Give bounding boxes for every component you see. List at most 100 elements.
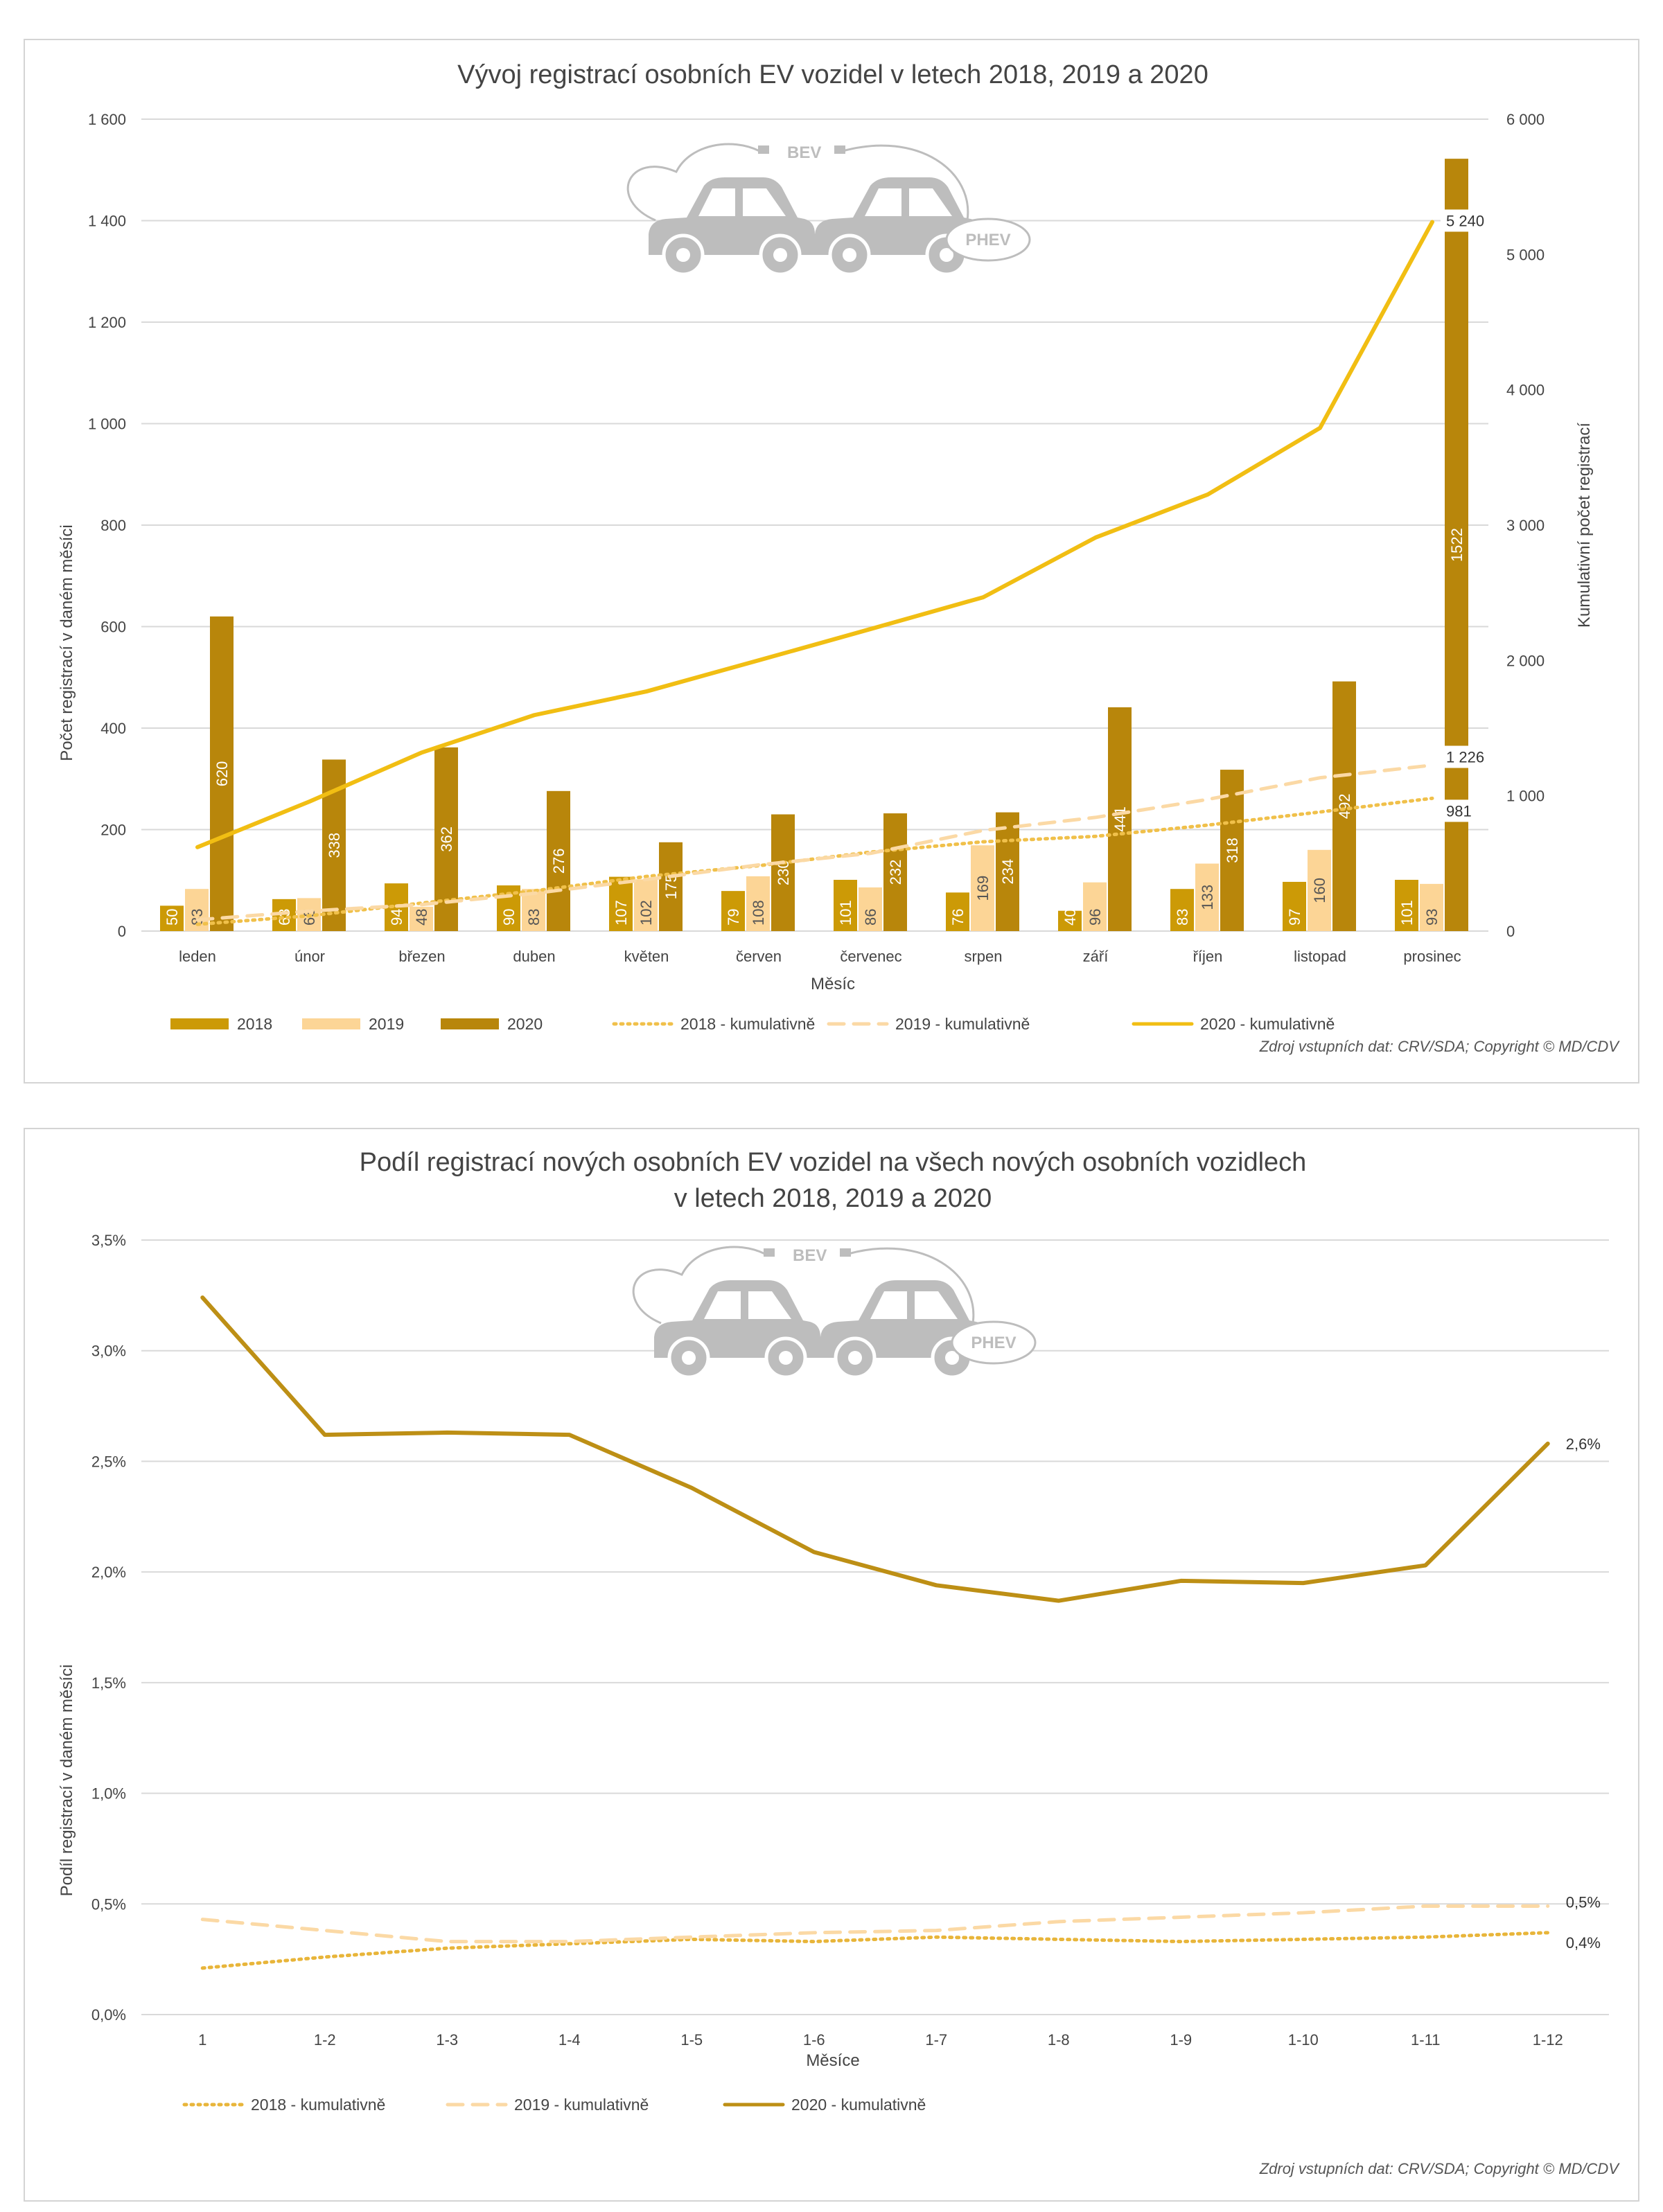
car-icon <box>654 1280 820 1379</box>
legend-item-2018 - kumulativně: 2018 - kumulativně <box>612 1015 815 1033</box>
bar-data-label: 93 <box>1423 909 1441 926</box>
cable-left <box>626 143 760 222</box>
source-note: Zdroj vstupních dat: CRV/SDA; Copyright … <box>1259 1038 1621 1055</box>
line-2018 - kumulativně <box>200 1931 1550 1970</box>
y2-tick-label: 4 000 <box>1506 382 1545 399</box>
bar-data-label: 50 <box>164 909 181 926</box>
y2-tick-label: 3 000 <box>1506 517 1545 534</box>
registrations-chart: Vývoj registrací osobních EV vozidel v l… <box>58 60 1621 1055</box>
bar-data-label: 276 <box>550 849 567 874</box>
bar-data-label: 362 <box>438 826 455 852</box>
end-label-text: 5 240 <box>1446 212 1484 229</box>
legend-item-2020 - kumulativně: 2020 - kumulativně <box>1132 1015 1335 1033</box>
plug-icon <box>758 145 769 154</box>
car-icon <box>815 177 981 276</box>
y-axis-label: Podíl registrací v daném měsíci <box>58 1665 76 1897</box>
y-tick-label: 0,0% <box>91 2006 126 2024</box>
legend-item-2019: 2019 <box>302 1015 404 1033</box>
bar-data-label: 108 <box>750 900 767 926</box>
phev-cloud <box>945 218 1031 262</box>
y-tick-label: 800 <box>100 517 126 534</box>
end-label-2019 - kumulativně: 1 226 <box>1441 745 1495 768</box>
y-tick-label: 1 200 <box>88 314 126 331</box>
x-tick-label: srpen <box>964 948 1002 965</box>
x-tick-label: listopad <box>1294 948 1346 965</box>
bar-data-label: 133 <box>1199 885 1216 910</box>
line-2020 - kumulativně <box>195 220 1434 849</box>
bar-2019-duben <box>522 889 545 931</box>
bar-data-label: 86 <box>862 909 879 926</box>
bar-data-label: 107 <box>613 900 630 926</box>
x-tick-label: 1 <box>198 2031 206 2049</box>
y2-axis-label: Kumulativní počet registrací <box>1575 423 1594 628</box>
ev-cars-illustration: BEV PHEV <box>632 1246 1037 1379</box>
bar-data-label: 83 <box>525 909 543 926</box>
bar-2019-srpen <box>971 845 994 931</box>
legend-label: 2020 - kumulativně <box>791 2096 926 2114</box>
end-label-2018 - kumulativně: 0,4% <box>1566 1934 1601 1952</box>
y2-tick-label: 5 000 <box>1506 246 1545 263</box>
y-tick-label: 1 600 <box>88 111 126 128</box>
y-tick-label: 200 <box>100 822 126 839</box>
bar-data-label: 83 <box>1174 909 1191 926</box>
legend-swatch <box>170 1018 229 1029</box>
bar-data-label: 338 <box>326 833 343 858</box>
x-tick-label: 1-10 <box>1288 2031 1319 2049</box>
bar-2019-květen <box>634 879 658 931</box>
phev-cloud <box>951 1320 1037 1365</box>
bar-2018-listopad <box>1283 881 1306 931</box>
y-tick-label: 3,5% <box>91 1232 126 1249</box>
x-tick-label: leden <box>179 948 216 965</box>
cable-right <box>847 1247 975 1324</box>
bar-data-label: 232 <box>887 860 904 885</box>
y-tick-label: 0 <box>118 923 126 940</box>
legend-item-2019 - kumulativně: 2019 - kumulativně <box>827 1015 1030 1033</box>
bar-2018-září <box>1058 910 1082 931</box>
bar-2020-listopad <box>1332 681 1356 931</box>
legend-item-2020 - kumulativně: 2020 - kumulativně <box>723 2096 926 2114</box>
y-tick-label: 1,0% <box>91 1785 126 1803</box>
end-label-2019 - kumulativně: 0,5% <box>1566 1893 1601 1911</box>
legend-label: 2020 <box>507 1015 543 1033</box>
legend-swatch <box>302 1018 360 1029</box>
bar-2020-červenec <box>883 813 907 931</box>
bar-data-label: 492 <box>1336 793 1353 819</box>
y-tick-label: 2,5% <box>91 1453 126 1470</box>
legend-item-2018 - kumulativně: 2018 - kumulativně <box>182 2096 385 2114</box>
bar-2019-březen <box>410 906 433 931</box>
bar-2020-červen <box>771 814 795 931</box>
chart-title-line2: v letech 2018, 2019 a 2020 <box>674 1184 992 1213</box>
phev-label: PHEV <box>971 1334 1016 1352</box>
x-tick-label: září <box>1083 948 1109 965</box>
x-tick-label: červen <box>736 948 782 965</box>
y-tick-label: 600 <box>100 619 126 636</box>
legend-label: 2019 <box>369 1015 404 1033</box>
bar-data-label: 169 <box>974 876 992 901</box>
bar-2020-leden <box>210 616 234 931</box>
cable-right <box>842 144 969 221</box>
phev-label: PHEV <box>965 231 1010 249</box>
y2-tick-label: 6 000 <box>1506 111 1545 128</box>
bar-data-label: 94 <box>388 909 405 926</box>
x-axis-label: Měsíc <box>811 975 855 993</box>
legend-label: 2019 - kumulativně <box>895 1015 1030 1033</box>
cable-left <box>632 1246 766 1325</box>
legend-label: 2019 - kumulativně <box>514 2096 649 2114</box>
bar-data-label: 101 <box>837 900 854 926</box>
x-tick-label: březen <box>398 948 445 965</box>
bar-data-label: 102 <box>637 900 655 926</box>
x-axis-label: Měsíce <box>806 2051 859 2070</box>
y-tick-label: 0,5% <box>91 1895 126 1913</box>
x-tick-label: 1-8 <box>1048 2031 1070 2049</box>
x-tick-label: květen <box>624 948 669 965</box>
bar-2018-červen <box>721 891 745 931</box>
y-tick-label: 3,0% <box>91 1343 126 1360</box>
bar-2019-říjen <box>1195 863 1219 931</box>
chart-panel-registrations: Vývoj registrací osobních EV vozidel v l… <box>24 39 1639 1083</box>
bar-2019-listopad <box>1308 849 1331 931</box>
plug-icon <box>840 1248 851 1257</box>
line-2019 - kumulativně <box>195 763 1434 922</box>
bar-data-label: 620 <box>213 761 231 787</box>
bar-data-label: 97 <box>1286 909 1303 926</box>
y-tick-label: 400 <box>100 720 126 737</box>
